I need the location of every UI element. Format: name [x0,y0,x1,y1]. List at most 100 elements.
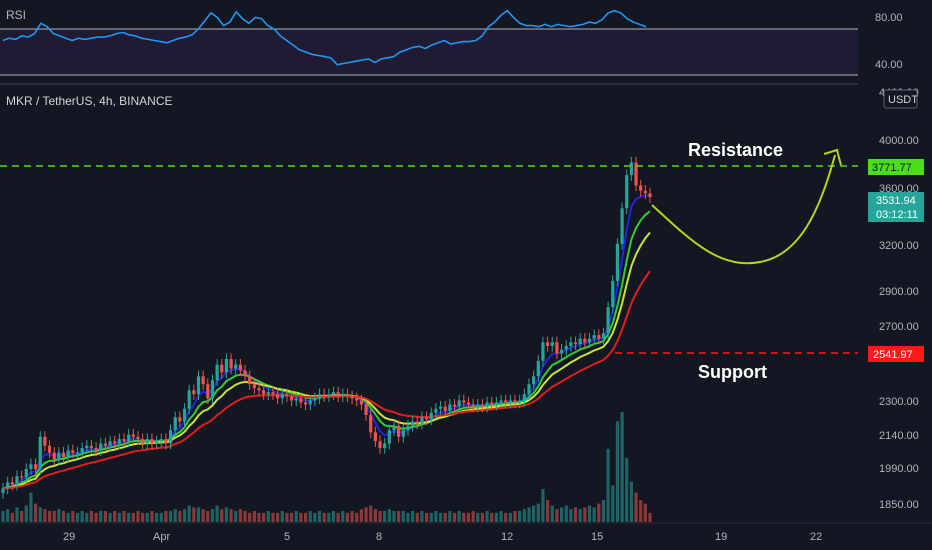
candle-body [224,358,229,373]
candle-body [122,439,126,442]
volume-bar [80,511,84,522]
candle-body [33,464,38,470]
volume-bar [173,509,177,522]
volume-bar [406,512,410,522]
candle-body [210,380,215,399]
candle-body [424,417,429,420]
time-axis[interactable]: 29 Apr 5 8 12 15 19 22 [63,531,822,543]
volume-bar [341,511,345,522]
volume-bar [89,511,94,522]
volume-bar [29,492,33,522]
projection-curve[interactable] [651,154,836,265]
candle-body [597,335,601,339]
candle-body [168,430,173,444]
volume-bar [33,503,38,522]
candle-body [215,364,219,381]
candle-body [15,476,19,485]
volume-bar [210,509,215,522]
volume-bar [127,512,131,522]
candle-body [85,445,89,449]
volume-bar [206,511,210,522]
candle-body [182,408,187,422]
volume-bar [285,512,289,522]
volume-bar [508,512,512,522]
candle-body [220,364,224,373]
candle-body [229,358,233,369]
price-tick: 2140.00 [879,430,919,442]
volume-bar [611,485,615,522]
volume-bar [587,505,592,522]
volume-bar [364,507,368,522]
volume-bar [639,500,643,522]
volume-bar [276,512,280,522]
candle-body [383,443,387,449]
volume-bar [499,511,503,522]
candle-body [271,392,275,395]
candle-body [518,400,522,403]
candle-body [313,398,317,401]
candle-body [420,417,424,424]
volume-bar [397,511,401,522]
candle-body [38,436,42,470]
price-tick: 2900.00 [879,286,919,298]
candle-body [373,432,377,442]
candle-body [429,412,433,420]
volume-bar [43,509,47,522]
candle-body [24,469,28,478]
volume-bar [573,507,578,522]
candle-body [113,441,117,444]
volume-bar [513,511,517,522]
volume-bar [615,421,620,522]
volume-bar [369,505,373,522]
volume-bar [178,511,182,522]
candle-body [47,445,52,453]
candle-body [294,398,298,401]
volume-bar [136,511,140,522]
volume-bar [545,500,550,522]
volume-bar [336,512,340,522]
volume-bar [322,512,326,522]
price-tick: 4000.00 [879,135,919,147]
volume-bar [201,509,205,522]
candle-body [466,402,471,405]
rsi-band [0,29,858,75]
currency-button[interactable]: USDT [883,89,918,109]
rsi-tick-80: 80.00 [875,12,903,24]
candle-body [248,376,252,385]
candle-body [164,439,168,444]
candle-body [145,439,149,444]
candle-body [587,338,592,343]
candle-body [350,396,354,399]
candle-body [541,342,545,361]
volume-bar [252,511,256,522]
candle-body [178,417,182,422]
candle-body [1,488,5,494]
candle-body [634,162,638,186]
candle-body [127,434,131,442]
volume-bar [387,509,391,522]
volume-bar [522,509,526,522]
volume-bar [504,512,508,522]
resistance-price-tag [868,159,924,175]
last-price-value: 3531.94 [876,195,916,207]
volume-bar [392,511,396,522]
volume-bar [443,512,447,522]
candle-body [494,402,498,405]
candle-body [387,430,391,444]
volume-bar [94,512,98,522]
rsi-pane[interactable]: RSI [0,8,858,76]
candle-body [262,390,266,395]
candle-body [289,396,294,401]
candle-body [173,417,177,431]
volume-bar [518,511,522,522]
candle-body [187,390,191,409]
candle-body [550,342,554,346]
candle-body [155,441,159,444]
candle-body [117,439,121,444]
price-tick: 3200.00 [879,240,919,252]
volume-bar [75,512,80,522]
volume-bar [294,511,298,522]
candle-body [397,425,401,437]
volume-bar [527,507,531,522]
